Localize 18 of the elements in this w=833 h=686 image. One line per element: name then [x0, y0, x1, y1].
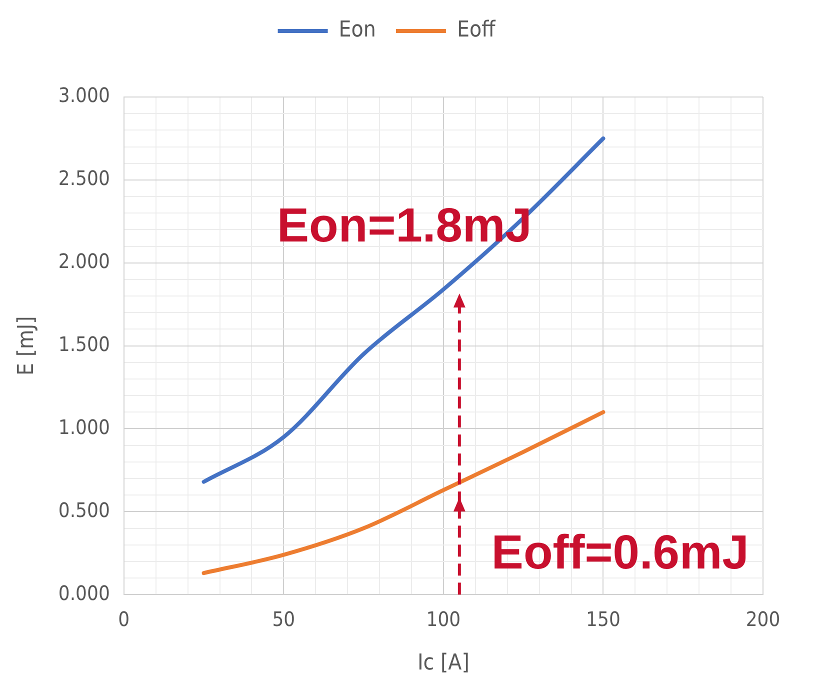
legend-label: Eon: [338, 18, 376, 43]
y-tick-label: 2.000: [58, 249, 110, 274]
legend-label: Eoff: [456, 18, 497, 43]
y-tick-label: 3.000: [58, 83, 110, 108]
y-tick-label: 1.000: [58, 414, 110, 439]
x-tick-label: 50: [272, 606, 296, 631]
annotation: Eoff=0.6mJ: [491, 526, 749, 580]
y-axis-title: E [mJ]: [14, 316, 39, 376]
x-axis-title: Ic [A]: [417, 650, 470, 676]
x-tick-label: 0: [118, 606, 130, 631]
y-tick-label: 0.000: [58, 580, 110, 605]
x-tick-label: 200: [746, 606, 780, 631]
x-tick-label: 100: [426, 606, 461, 631]
y-tick-label: 0.500: [58, 498, 110, 522]
y-tick-label: 1.500: [58, 332, 110, 356]
x-tick-label: 150: [586, 606, 620, 631]
line-series: [202, 136, 606, 484]
y-tick-label: 2.500: [58, 166, 110, 190]
